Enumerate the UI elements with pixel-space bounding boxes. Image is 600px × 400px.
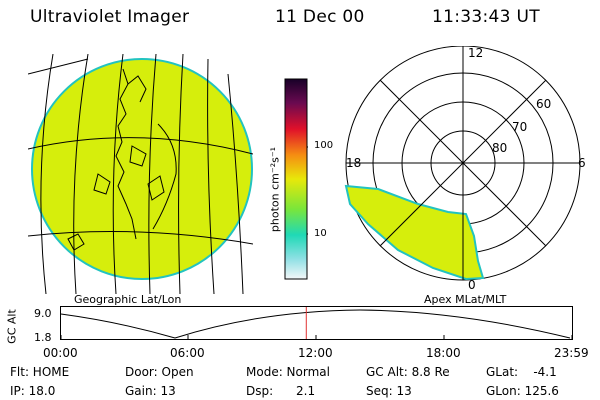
colorbar — [284, 78, 308, 280]
gain-status: Gain: 13 — [125, 384, 176, 398]
lat-label-60: 60 — [536, 97, 552, 111]
geographic-image-panel — [28, 54, 253, 294]
timeline-tick-1800: 18:00 — [426, 346, 461, 360]
mode-status: Mode: Normal — [246, 365, 330, 379]
time-label: 11:33:43 UT — [432, 7, 540, 27]
ip-status: IP: 18.0 — [10, 384, 56, 398]
timeline-ylabel: GC Alt — [5, 309, 19, 344]
colorbar-unit-label: photon cm⁻²s⁻¹ — [268, 146, 282, 233]
flight-status: Flt: HOME — [10, 365, 70, 379]
timeline-tick-0600: 06:00 — [170, 346, 205, 360]
date-label: 11 Dec 00 — [275, 7, 365, 27]
colorbar-tick-10: 10 — [314, 228, 327, 239]
geographic-caption: Geographic Lat/Lon — [74, 293, 182, 306]
timeline-tick-2359: 23:59 — [554, 346, 589, 360]
timeline-ymax: 9.0 — [34, 307, 52, 320]
door-status: Door: Open — [125, 365, 194, 379]
seq-status: Seq: 13 — [366, 384, 412, 398]
timeline-tick-0000: 00:00 — [43, 346, 78, 360]
apex-caption: Apex MLat/MLT — [424, 293, 507, 306]
orbit-altitude-plot — [60, 306, 573, 340]
colorbar-tick-100: 100 — [314, 140, 334, 151]
glon-status: GLon: 125.6 — [486, 384, 559, 398]
mlt-label-6: 6 — [578, 156, 586, 170]
mlt-label-0: 0 — [468, 278, 476, 292]
polar-mlat-mlt-panel — [344, 46, 581, 281]
gc-alt-status: GC Alt: 8.8 Re — [366, 365, 450, 379]
mlt-label-18: 18 — [346, 156, 362, 170]
dsp-status: Dsp: 2.1 — [246, 384, 316, 398]
mlt-label-12: 12 — [468, 46, 484, 60]
timeline-ymin: 1.8 — [34, 331, 52, 344]
lat-label-70: 70 — [512, 120, 528, 134]
lat-label-80: 80 — [492, 141, 508, 155]
glat-status: GLat: -4.1 — [486, 365, 557, 379]
timeline-tick-1200: 12:00 — [298, 346, 333, 360]
instrument-title: Ultraviolet Imager — [30, 7, 190, 27]
